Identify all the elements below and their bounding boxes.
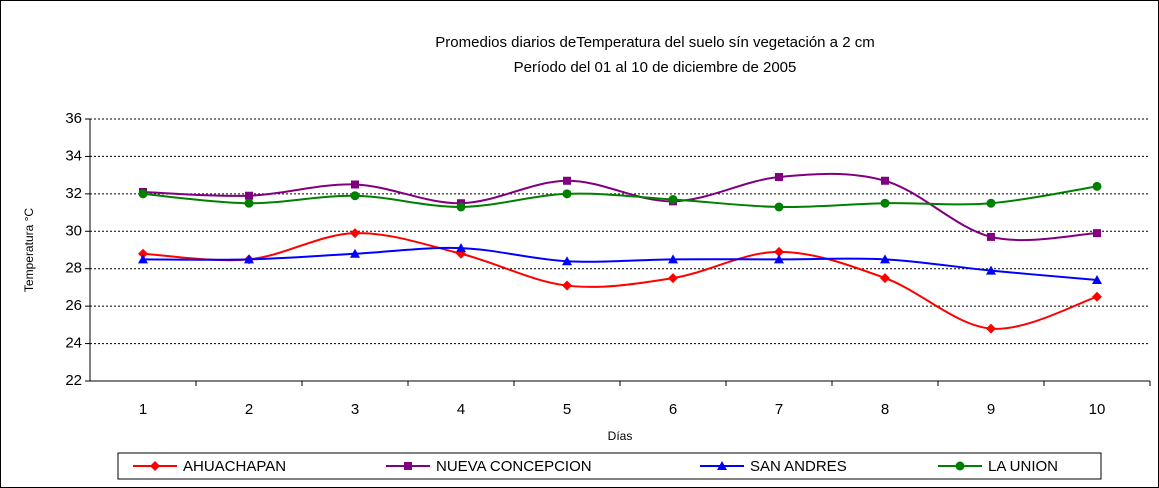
legend-marker <box>150 461 160 471</box>
legend-marker <box>717 461 727 470</box>
x-tick-label: 3 <box>351 401 359 418</box>
series-line <box>142 246 1098 281</box>
marker <box>456 202 466 212</box>
marker <box>456 243 466 253</box>
marker <box>562 189 572 199</box>
x-tick-label: 8 <box>881 401 889 418</box>
legend-marker <box>404 462 412 470</box>
legend-box <box>117 452 1102 480</box>
legend-label: LA UNION <box>988 458 1058 475</box>
y-tick-label: 32 <box>65 185 82 202</box>
marker <box>986 323 996 334</box>
y-axis-label: Temperatura °C <box>22 208 36 292</box>
marker <box>774 202 784 212</box>
marker <box>562 280 572 291</box>
y-tick-label: 24 <box>65 335 82 352</box>
x-tick-label: 1 <box>139 401 147 418</box>
marker <box>1092 274 1102 284</box>
marker <box>1093 229 1101 238</box>
marker <box>986 265 996 275</box>
series-line <box>142 172 1098 242</box>
marker <box>880 273 890 284</box>
x-tick-label: 10 <box>1089 401 1106 418</box>
x-tick-label: 7 <box>775 401 783 418</box>
marker <box>668 273 678 284</box>
y-tick-label: 34 <box>65 147 82 164</box>
y-tick-label: 28 <box>65 260 82 277</box>
marker <box>350 248 360 258</box>
marker <box>244 254 254 264</box>
x-tick-label: 6 <box>669 401 677 418</box>
marker <box>351 180 359 189</box>
marker <box>987 232 995 241</box>
legend-label: AHUACHAPAN <box>183 458 286 475</box>
marker <box>138 254 148 264</box>
x-tick-label: 2 <box>245 401 253 418</box>
y-tick-label: 30 <box>65 222 82 239</box>
series-line <box>142 185 1098 209</box>
legend-label: NUEVA CONCEPCION <box>436 458 592 475</box>
series-line <box>142 232 1098 330</box>
marker <box>668 254 678 264</box>
legend-marker <box>955 461 965 471</box>
marker <box>986 198 996 208</box>
marker <box>880 198 890 208</box>
marker <box>138 189 148 199</box>
marker <box>138 248 148 259</box>
marker <box>1092 291 1102 302</box>
chart-subtitle: Período del 01 al 10 de diciembre de 200… <box>514 59 797 76</box>
marker <box>245 191 253 200</box>
y-tick-label: 22 <box>65 372 82 389</box>
marker <box>774 246 784 257</box>
y-tick-label: 26 <box>65 297 82 314</box>
marker <box>562 256 572 266</box>
marker <box>774 254 784 264</box>
y-tick-label: 36 <box>65 110 82 127</box>
x-tick-label: 4 <box>457 401 465 418</box>
marker <box>563 176 571 185</box>
chart-title: Promedios diarios deTemperatura del suel… <box>435 34 874 51</box>
x-tick-label: 9 <box>987 401 995 418</box>
marker <box>880 254 890 264</box>
marker <box>881 176 889 185</box>
marker <box>350 191 360 201</box>
legend-label: SAN ANDRES <box>750 458 847 475</box>
x-axis-label: Días <box>608 429 633 443</box>
marker <box>244 198 254 208</box>
marker <box>668 194 678 204</box>
marker <box>1092 181 1102 191</box>
marker <box>775 173 783 182</box>
x-tick-label: 5 <box>563 401 571 418</box>
marker <box>350 228 360 239</box>
